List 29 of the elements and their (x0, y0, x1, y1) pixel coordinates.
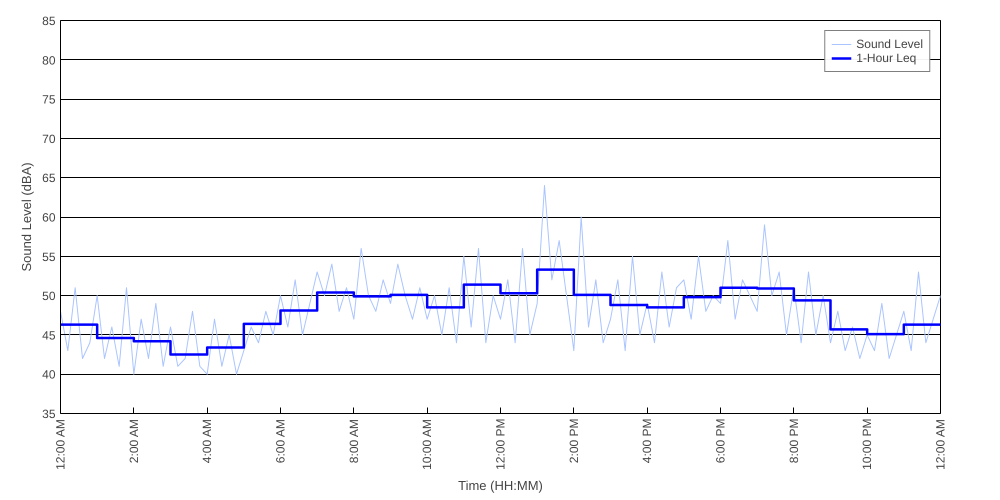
x-tick-label: 8:00 AM (346, 419, 361, 464)
y-tick-label: 55 (42, 250, 56, 264)
x-tick-label: 10:00 AM (420, 419, 434, 470)
y-tick-label: 35 (42, 407, 56, 421)
x-tick-label: 6:00 PM (714, 418, 728, 464)
x-tick-label: 12:00 AM (934, 419, 948, 470)
x-tick-label: 12:00 PM (494, 418, 508, 470)
line-series (60, 185, 940, 375)
y-tick-label: 40 (42, 368, 56, 382)
y-tick-label: 60 (42, 210, 56, 224)
x-tick-label: 6:00 AM (274, 419, 288, 464)
x-tick-label: 4:00 AM (200, 419, 214, 464)
x-tick-label: 2:00 PM (566, 418, 581, 464)
y-tick-label: 45 (42, 328, 56, 342)
legend-label: Sound Level (856, 37, 923, 51)
x-tick-label: 2:00 AM (126, 419, 141, 464)
y-axis-title: Sound Level (dBA) (19, 162, 34, 272)
y-tick-label: 65 (42, 171, 56, 186)
y-tick-label: 80 (42, 53, 56, 68)
x-tick-label: 4:00 PM (640, 418, 654, 464)
legend-label: 1-Hour Leq (856, 51, 916, 65)
x-axis-title: Time (HH:MM) (458, 478, 543, 493)
y-tick-label: 75 (42, 92, 56, 107)
y-tick-label: 70 (42, 132, 56, 146)
y-tick-label: 50 (42, 289, 56, 304)
x-tick-label: 12:00 AM (54, 419, 68, 470)
x-tick-label: 8:00 PM (786, 418, 801, 464)
y-tick-label: 85 (42, 14, 56, 28)
x-tick-label: 10:00 PM (860, 418, 874, 470)
